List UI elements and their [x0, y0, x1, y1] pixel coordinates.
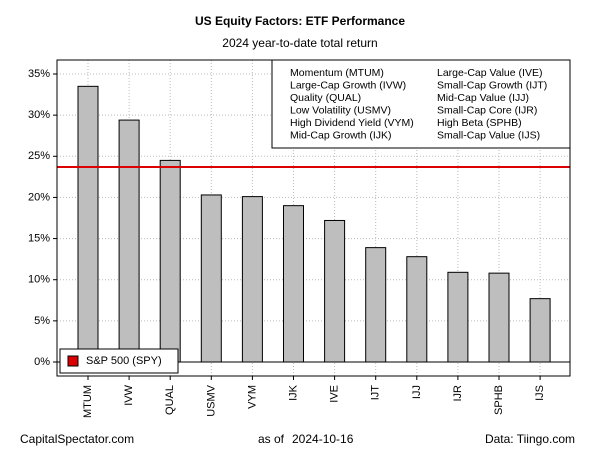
legend-entry: Small-Cap Growth (IJT) [437, 79, 547, 91]
y-tick-label: 10% [28, 274, 50, 286]
legend-entry: Mid-Cap Growth (IJK) [290, 129, 392, 141]
ref-legend-swatch [67, 355, 79, 367]
bar [447, 271, 469, 363]
legend-entry: Momentum (MTUM) [290, 67, 384, 79]
x-tick-label: IJK [288, 384, 300, 401]
y-tick-label: 35% [28, 68, 50, 80]
x-tick-label: MTUM [82, 385, 94, 418]
y-tick-label: 0% [34, 356, 50, 368]
footer-left: CapitalSpectator.com [20, 432, 134, 446]
legend-entry: Small-Cap Value (IJS) [437, 129, 540, 141]
y-tick-label: 5% [34, 315, 50, 327]
x-tick-label: IJR [452, 385, 464, 402]
legend-entry: Low Volatility (USMV) [290, 104, 391, 116]
bar [406, 256, 428, 363]
x-tick-label: SPHB [493, 385, 505, 415]
bar [200, 194, 222, 363]
y-tick-label: 30% [28, 109, 50, 121]
chart-subtitle: 2024 year-to-date total return [222, 36, 377, 50]
x-tick-label: QUAL [164, 385, 176, 415]
bar [324, 219, 346, 363]
bar [241, 196, 263, 363]
legend-box [271, 59, 571, 149]
chart-title: US Equity Factors: ETF Performance [195, 14, 405, 28]
bar [159, 159, 181, 363]
x-tick-label: IJT [370, 385, 382, 401]
ref-legend-box [59, 348, 179, 374]
x-tick-label: VYM [246, 385, 258, 409]
bar [77, 85, 99, 363]
y-tick-label: 25% [28, 150, 50, 162]
footer-date: 2024-10-16 [292, 432, 354, 446]
x-tick-label: IVE [329, 385, 341, 403]
x-tick-label: USMV [205, 384, 217, 416]
legend-entry: Small-Cap Core (IJR) [437, 104, 537, 116]
legend-entry: Large-Cap Value (IVE) [437, 67, 542, 79]
bar [283, 205, 304, 363]
bar [488, 272, 510, 363]
bar [365, 247, 387, 363]
legend-entry: High Beta (SPHB) [437, 117, 522, 129]
legend-entry: High Dividend Yield (VYM) [290, 117, 414, 129]
x-tick-label: IJS [534, 385, 546, 401]
y-tick-label: 15% [28, 232, 50, 244]
legend-entry: Large-Cap Growth (IVW) [290, 79, 406, 91]
ref-legend-label: S&P 500 (SPY) [86, 355, 162, 367]
footer-right: Data: Tiingo.com [485, 432, 575, 446]
legend-entry: Mid-Cap Value (IJJ) [437, 92, 529, 104]
footer-date-label: as of [258, 432, 285, 446]
x-tick-label: IVW [123, 384, 135, 405]
y-tick-label: 20% [28, 191, 50, 203]
x-tick-label: IJJ [411, 385, 423, 399]
bar [118, 119, 140, 363]
legend-entry: Quality (QUAL) [290, 92, 361, 104]
bar [529, 298, 551, 363]
